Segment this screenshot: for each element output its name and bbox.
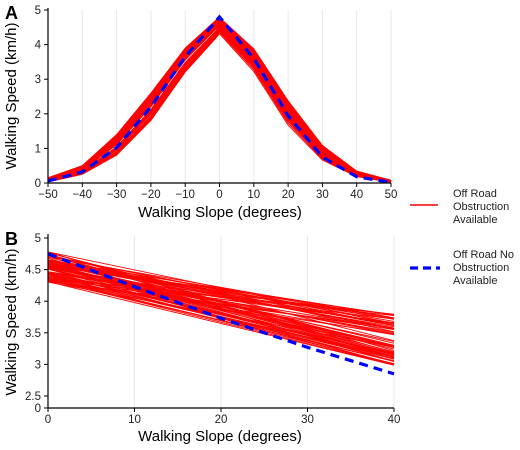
panel-a-tag: A xyxy=(5,3,18,23)
panel-b-red-line xyxy=(47,279,395,366)
panel-b-y-ticks: 02.5 3 3.5 4 4.5 5 xyxy=(25,233,48,415)
panel-b-red-line xyxy=(47,254,395,348)
panel-a-red-curve xyxy=(47,31,392,183)
panel-a-obstruction-band xyxy=(47,16,392,183)
panel-b: 0 10 20 30 40 02.533.544.55 B Walking Slope … xyxy=(3,229,400,445)
panel-b-x-tick-label: 40 xyxy=(388,414,401,426)
panel-a-x-tick-label: −10 xyxy=(175,189,195,201)
panel-a-red-curve xyxy=(47,23,392,182)
legend: Off Road Obstruction Available Off Road … xyxy=(410,188,517,287)
panel-b-y-tick-label: 2.5 xyxy=(25,391,41,403)
panel-b-obstruction-lines xyxy=(47,251,395,366)
panel-b-x-tick-label: 20 xyxy=(215,414,228,426)
panel-b-y-tick-label: 5 xyxy=(35,233,41,245)
panel-a-y-tick-label: 0 xyxy=(35,178,41,190)
panel-b-red-line xyxy=(47,278,395,362)
panel-b-red-line xyxy=(47,255,395,333)
panel-a-y-ticks: 0 1 2 3 4 5 xyxy=(35,5,48,190)
panel-b-tag: B xyxy=(5,229,18,249)
panel-a-x-tick-label: −30 xyxy=(107,189,127,201)
panel-b-red-line xyxy=(47,268,395,358)
panel-a-x-tick-label: −50 xyxy=(38,189,58,201)
panel-a: −50 −40 −30 −20 −10 0 10 20 30 40 50 0 1 2 3 4 5 A Walk… xyxy=(3,3,397,221)
panel-b-red-line xyxy=(47,281,395,366)
panel-a-y-tick-label: 1 xyxy=(35,143,41,155)
panel-b-x-tick-label: 30 xyxy=(301,414,314,426)
panel-b-x-axis-title: Walking Slope (degrees) xyxy=(138,428,302,445)
panel-a-x-tick-label: −40 xyxy=(73,189,93,201)
panel-a-y-tick-label: 2 xyxy=(35,109,41,121)
panel-a-x-tick-label: 40 xyxy=(350,189,363,201)
panel-b-red-line xyxy=(47,251,395,325)
panel-b-y-tick-label: 0 xyxy=(35,403,41,415)
panel-b-y-tick-label: 4.5 xyxy=(25,265,41,277)
panel-b-no-obstruction-line xyxy=(47,252,395,376)
panel-a-x-tick-label: 0 xyxy=(216,189,222,201)
panel-b-x-tick-label: 0 xyxy=(45,414,51,426)
panel-b-y-tick-label: 3 xyxy=(35,359,41,371)
panel-a-no-obstruction-line xyxy=(47,14,392,184)
panel-b-red-line xyxy=(47,263,395,316)
panel-a-y-tick-label: 5 xyxy=(35,5,41,17)
panel-a-x-tick-label: 10 xyxy=(247,189,260,201)
panel-a-x-tick-label: 20 xyxy=(282,189,295,201)
panel-a-x-tick-label: 50 xyxy=(385,189,398,201)
panel-b-red-line xyxy=(47,256,395,319)
panel-b-red-line xyxy=(47,271,395,325)
panel-b-y-tick-label: 4 xyxy=(35,296,42,308)
panel-a-red-curve xyxy=(47,20,392,182)
panel-a-x-axis-title: Walking Slope (degrees) xyxy=(138,204,302,221)
panel-b-x-ticks: 0 10 20 30 40 xyxy=(45,408,401,426)
panel-b-y-axis-title: Walking Speed (km/h) xyxy=(3,248,20,395)
legend-item-no-obstruction: Off Road No Obstruction Available xyxy=(410,249,517,287)
panel-a-y-axis-title: Walking Speed (km/h) xyxy=(3,22,20,169)
legend-item-obstruction: Off Road Obstruction Available xyxy=(410,188,512,226)
panel-a-y-tick-label: 4 xyxy=(35,40,42,52)
legend-label-no-obstruction: Off Road No Obstruction Available xyxy=(453,249,517,287)
panel-a-red-curve xyxy=(47,30,392,183)
panel-a-x-tick-label: −20 xyxy=(141,189,161,201)
panel-a-x-ticks: −50 −40 −30 −20 −10 0 10 20 30 40 50 xyxy=(38,183,397,201)
panel-b-red-line xyxy=(47,272,395,356)
panel-b-red-line xyxy=(47,263,395,355)
legend-label-obstruction: Off Road Obstruction Available xyxy=(453,188,512,226)
panel-b-y-tick-label: 3.5 xyxy=(25,328,41,340)
panel-b-blue-dashed-line xyxy=(47,252,395,376)
panel-a-gridlines xyxy=(47,10,392,183)
panel-a-y-tick-label: 3 xyxy=(35,74,41,86)
panel-b-x-tick-label: 10 xyxy=(128,414,141,426)
panel-b-red-line xyxy=(47,277,395,317)
panel-a-blue-dashed-curve xyxy=(47,14,392,184)
panel-a-x-tick-label: 30 xyxy=(316,189,329,201)
